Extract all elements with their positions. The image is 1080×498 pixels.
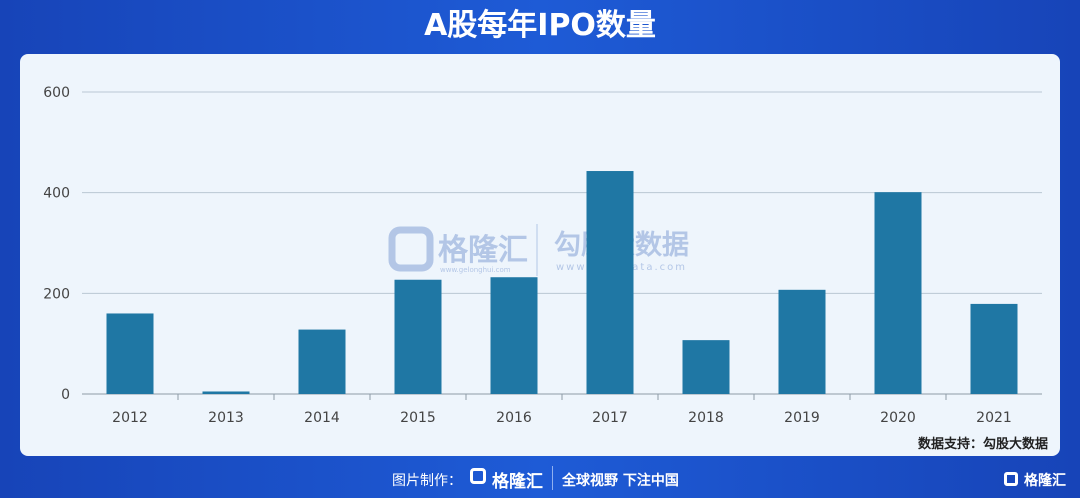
y-tick-label: 200	[43, 286, 70, 302]
bar	[394, 279, 442, 394]
footer-divider	[552, 466, 553, 490]
y-tick-label: 600	[43, 85, 70, 101]
corner-logo-icon	[1004, 472, 1018, 486]
y-tick-label: 400	[43, 186, 70, 202]
footer-slogan: 全球视野 下注中国	[562, 473, 679, 489]
x-tick-label: 2015	[400, 410, 436, 426]
bar	[490, 277, 538, 394]
x-tick-label: 2014	[304, 410, 340, 426]
chart-panel: 格隆汇 www.gelonghui.com 勾股大数据 www.gogudata…	[20, 54, 1060, 456]
x-tick-label: 2020	[880, 410, 916, 426]
x-tick-label: 2019	[784, 410, 820, 426]
data-source: 数据支持：勾股大数据	[917, 437, 1048, 452]
bar-chart: 格隆汇 www.gelonghui.com 勾股大数据 www.gogudata…	[43, 85, 1042, 426]
x-axis: 2012 2013 2014 2015 2016 2017 2018 2019 2020 2021	[112, 394, 1012, 426]
y-axis: 0 200 400 600	[43, 85, 70, 403]
y-tick-label: 0	[61, 387, 70, 403]
bar	[682, 340, 730, 394]
x-tick-label: 2012	[112, 410, 148, 426]
watermark-brand: 格隆汇	[438, 233, 528, 268]
bar	[298, 329, 346, 394]
x-tick-label: 2021	[976, 410, 1012, 426]
x-tick-label: 2017	[592, 410, 628, 426]
x-tick-label: 2013	[208, 410, 244, 426]
gelonghui-logo-icon	[470, 468, 486, 484]
x-tick-label: 2018	[688, 410, 724, 426]
watermark: 格隆汇 www.gelonghui.com 勾股大数据 www.gogudata…	[388, 224, 689, 276]
footer-credit: 图片制作：	[392, 473, 462, 489]
bar	[778, 289, 826, 394]
bar	[970, 303, 1018, 394]
bar	[586, 171, 634, 394]
x-tick-label: 2016	[496, 410, 532, 426]
bar	[202, 391, 250, 394]
corner-logo: 格隆汇	[1024, 473, 1066, 489]
footer: 图片制作： 格隆汇 全球视野 下注中国 格隆汇	[0, 460, 1080, 498]
footer-logo: 格隆汇	[492, 472, 543, 492]
bar	[874, 192, 922, 394]
bars	[106, 171, 1018, 394]
chart-title: A股每年IPO数量	[424, 8, 656, 43]
watermark-brand-url: www.gelonghui.com	[440, 266, 511, 274]
bar	[106, 313, 154, 394]
